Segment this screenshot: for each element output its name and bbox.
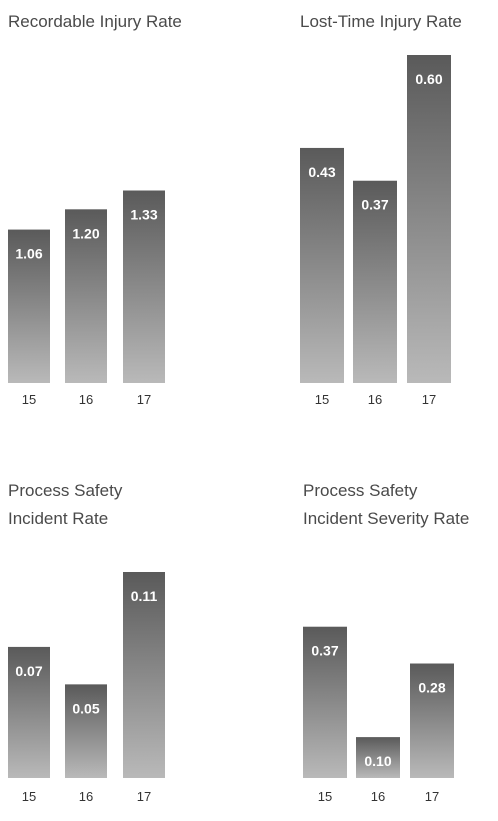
- data-label: 1.06: [15, 246, 42, 262]
- data-label: 0.11: [131, 588, 158, 604]
- bar: [353, 180, 397, 383]
- chart-process-safety-incident-rate: Process Safety Incident Rate 0.07 15 0.05 1…: [8, 477, 238, 821]
- data-label: 0.28: [418, 680, 445, 696]
- data-label: 0.37: [361, 197, 388, 213]
- data-label: 0.37: [311, 643, 338, 659]
- chart-title: Recordable Injury Rate: [8, 8, 182, 36]
- x-tick-label: 17: [137, 789, 151, 804]
- x-tick-label: 15: [315, 392, 329, 407]
- chart-title-line: Recordable Injury Rate: [8, 12, 182, 31]
- bar-chart-svg: 0.37 15 0.10 16 0.28 17: [303, 626, 454, 804]
- x-tick-label: 17: [425, 789, 439, 804]
- bar: [356, 737, 400, 778]
- chart-title: Lost-Time Injury Rate: [300, 8, 462, 36]
- bar: [123, 572, 165, 778]
- chart-recordable-injury-rate: Recordable Injury Rate 1.06 15 1.20 16 1.33 1…: [8, 8, 238, 408]
- bar: [123, 190, 165, 383]
- bar: [8, 229, 50, 383]
- x-tick-label: 16: [368, 392, 382, 407]
- chart-title: Process Safety Incident Rate: [8, 477, 122, 533]
- chart-title-line: Process Safety: [8, 481, 123, 500]
- chart-title-line: Incident Rate: [8, 509, 109, 528]
- chart-title: Process Safety Incident Severity Rate: [303, 477, 469, 533]
- bar: [300, 147, 344, 383]
- data-label: 0.60: [415, 71, 442, 87]
- data-label: 1.20: [72, 225, 99, 241]
- bar: [303, 626, 347, 778]
- bar: [8, 646, 50, 778]
- x-tick-label: 15: [318, 789, 332, 804]
- bar-chart-svg: 1.06 15 1.20 16 1.33 17: [8, 190, 165, 407]
- data-label: 0.07: [15, 663, 42, 679]
- x-tick-label: 17: [422, 392, 436, 407]
- x-tick-label: 16: [371, 789, 385, 804]
- data-label: 0.43: [308, 164, 335, 180]
- bar-chart-svg: 0.43 15 0.37 16 0.60 17: [300, 55, 451, 407]
- data-label: 0.10: [364, 753, 391, 769]
- chart-lost-time-injury-rate: Lost-Time Injury Rate 0.43 15 0.37 16 0.60 17: [300, 8, 498, 408]
- x-tick-label: 16: [79, 789, 93, 804]
- chart-title-line: Lost-Time Injury Rate: [300, 12, 462, 31]
- x-tick-label: 15: [22, 789, 36, 804]
- data-label: 0.05: [72, 700, 99, 716]
- data-label: 1.33: [130, 207, 157, 223]
- bar-chart-svg: 0.07 15 0.05 16 0.11 17: [8, 572, 165, 804]
- x-tick-label: 17: [137, 392, 151, 407]
- chart-title-line: Process Safety: [303, 481, 418, 500]
- x-tick-label: 16: [79, 392, 93, 407]
- x-tick-label: 15: [22, 392, 36, 407]
- chart-title-line: Incident Severity Rate: [303, 509, 470, 528]
- bar: [65, 209, 107, 383]
- chart-process-safety-incident-severity-rate: Process Safety Incident Severity Rate 0.…: [303, 477, 498, 821]
- bar: [65, 684, 107, 778]
- bar: [410, 663, 454, 778]
- bar: [407, 55, 451, 383]
